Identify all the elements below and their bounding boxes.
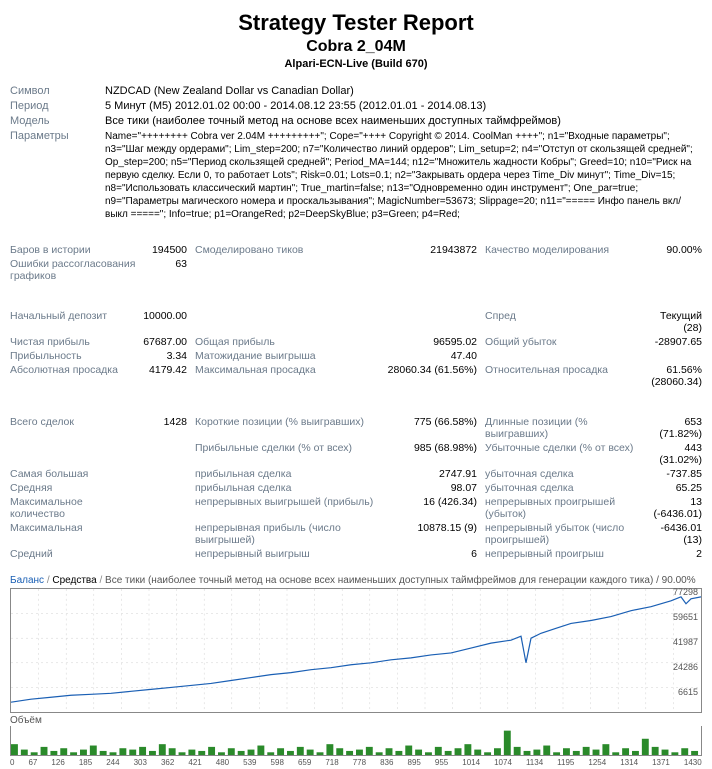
x-tick: 955 bbox=[435, 758, 448, 767]
x-tick: 1430 bbox=[684, 758, 702, 767]
stat-row: Средняяприбыльная сделка98.07убыточная с… bbox=[10, 482, 702, 494]
x-tick: 1254 bbox=[588, 758, 606, 767]
volume-chart bbox=[10, 726, 702, 756]
chart-tabs: Баланс / Средства / Все тики (наиболее т… bbox=[10, 575, 702, 586]
stat-row: Прибыльность3.34Матожидание выигрыша47.4… bbox=[10, 350, 702, 362]
x-tick: 67 bbox=[28, 758, 37, 767]
x-tick: 659 bbox=[298, 758, 311, 767]
symbol-label: Символ bbox=[10, 85, 105, 97]
stat-row: Абсолютная просадка4179.42Максимальная п… bbox=[10, 364, 702, 388]
stat-row: Баров в истории194500Смоделировано тиков… bbox=[10, 244, 702, 256]
chart-desc: Все тики (наиболее точный метод на основ… bbox=[105, 575, 696, 586]
stat-row: Ошибки рассогласования графиков63 bbox=[10, 258, 702, 282]
x-tick: 421 bbox=[188, 758, 201, 767]
y-axis-label: 59651 bbox=[673, 612, 698, 622]
y-axis-label: 77298 bbox=[673, 587, 698, 597]
model-label: Модель bbox=[10, 115, 105, 127]
chart-section: Баланс / Средства / Все тики (наиболее т… bbox=[10, 575, 702, 769]
x-tick: 598 bbox=[271, 758, 284, 767]
x-tick: 303 bbox=[134, 758, 147, 767]
x-tick: 1014 bbox=[462, 758, 480, 767]
x-tick: 244 bbox=[106, 758, 119, 767]
y-axis-label: 6615 bbox=[678, 687, 698, 697]
volume-label: Объём bbox=[10, 715, 702, 726]
x-tick: 185 bbox=[79, 758, 92, 767]
tab-balance[interactable]: Баланс bbox=[10, 575, 44, 586]
x-tick: 480 bbox=[216, 758, 229, 767]
period-label: Период bbox=[10, 100, 105, 112]
x-tick: 1134 bbox=[526, 758, 543, 767]
x-tick: 539 bbox=[243, 758, 256, 767]
params-row: Параметры Name="++++++++ Cobra ver 2.04M… bbox=[10, 130, 702, 221]
x-tick: 362 bbox=[161, 758, 174, 767]
params-value: Name="++++++++ Cobra ver 2.04M +++++++++… bbox=[105, 130, 702, 221]
period-row: Период 5 Минут (M5) 2012.01.02 00:00 - 2… bbox=[10, 100, 702, 112]
x-tick: 718 bbox=[325, 758, 338, 767]
symbol-value: NZDCAD (New Zealand Dollar vs Canadian D… bbox=[105, 85, 702, 97]
params-label: Параметры bbox=[10, 130, 105, 142]
x-tick: 1195 bbox=[557, 758, 574, 767]
x-tick: 836 bbox=[380, 758, 393, 767]
stats-section-1: Баров в истории194500Смоделировано тиков… bbox=[0, 239, 712, 289]
y-axis-label: 41987 bbox=[673, 637, 698, 647]
symbol-row: Символ NZDCAD (New Zealand Dollar vs Can… bbox=[10, 85, 702, 97]
x-tick: 126 bbox=[51, 758, 64, 767]
report-header: Strategy Tester Report Cobra 2_04M Alpar… bbox=[0, 0, 712, 80]
stats-section-3: Всего сделок1428Короткие позиции (% выиг… bbox=[0, 411, 712, 567]
equity-chart: 77298 59651 41987 24286 6615 bbox=[10, 588, 702, 713]
stat-row: Самая большаяприбыльная сделка2747.91убы… bbox=[10, 468, 702, 480]
stat-row: Максимальнаянепрерывная прибыль (число в… bbox=[10, 522, 702, 546]
info-section: Символ NZDCAD (New Zealand Dollar vs Can… bbox=[0, 80, 712, 229]
stat-row: Чистая прибыль67687.00Общая прибыль96595… bbox=[10, 336, 702, 348]
stat-row: Максимальное количествонепрерывных выигр… bbox=[10, 496, 702, 520]
y-axis-label: 24286 bbox=[673, 662, 698, 672]
period-value: 5 Минут (M5) 2012.01.02 00:00 - 2014.08.… bbox=[105, 100, 702, 112]
tab-equity[interactable]: Средства bbox=[52, 575, 96, 586]
stat-row: Прибыльные сделки (% от всех)985 (68.98%… bbox=[10, 442, 702, 466]
model-row: Модель Все тики (наиболее точный метод н… bbox=[10, 115, 702, 127]
x-tick: 0 bbox=[10, 758, 14, 767]
ea-name: Cobra 2_04M bbox=[0, 38, 712, 56]
x-tick: 1314 bbox=[620, 758, 638, 767]
x-axis: 0 67 126 185 244 303 362 421 480 539 598 659 718 778 8… bbox=[10, 756, 702, 769]
broker-build: Alpari-ECN-Live (Build 670) bbox=[0, 58, 712, 70]
x-tick: 1074 bbox=[494, 758, 512, 767]
stat-row: Среднийнепрерывный выигрыш6непрерывный п… bbox=[10, 548, 702, 560]
x-tick: 778 bbox=[353, 758, 366, 767]
x-tick: 1371 bbox=[652, 758, 670, 767]
model-value: Все тики (наиболее точный метод на основ… bbox=[105, 115, 702, 127]
stat-row: Всего сделок1428Короткие позиции (% выиг… bbox=[10, 416, 702, 440]
x-tick: 895 bbox=[408, 758, 421, 767]
report-title: Strategy Tester Report bbox=[0, 10, 712, 36]
stats-section-2: Начальный депозит10000.00СпредТекущий (2… bbox=[0, 305, 712, 395]
stat-row: Начальный депозит10000.00СпредТекущий (2… bbox=[10, 310, 702, 334]
